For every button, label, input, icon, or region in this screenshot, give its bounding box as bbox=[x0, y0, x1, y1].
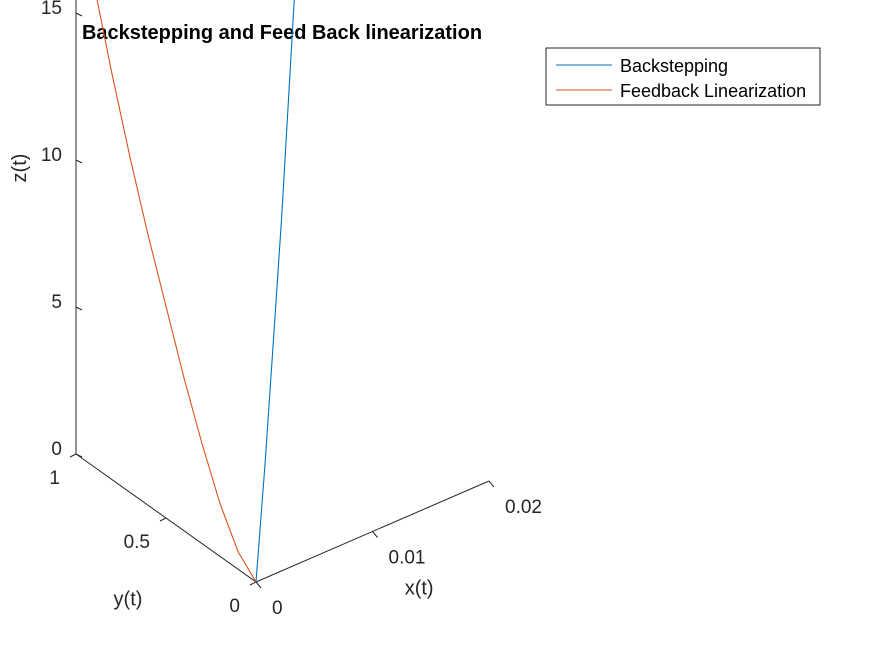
x-tick-label: 0 bbox=[272, 598, 283, 619]
y-axis-label: y(t) bbox=[114, 588, 143, 610]
z-tick-mark bbox=[75, 306, 83, 311]
series-line-feedback-linearization bbox=[96, 0, 257, 583]
z-tick-mark bbox=[75, 159, 83, 164]
z-tick-mark bbox=[75, 453, 83, 458]
legend-label-backstepping: Backstepping bbox=[620, 56, 728, 76]
y-tick-mark bbox=[159, 517, 167, 522]
z-tick-label: 5 bbox=[51, 292, 62, 313]
y-tick-label: 1 bbox=[49, 468, 60, 489]
z-tick-mark bbox=[75, 12, 83, 17]
chart-title: Backstepping and Feed Back linearization bbox=[82, 22, 482, 44]
z-tick-label: 15 bbox=[41, 0, 62, 19]
legend[interactable]: Backstepping Feedback Linearization bbox=[545, 47, 821, 106]
y-tick-mark bbox=[249, 581, 257, 586]
y-tick-mark bbox=[69, 453, 77, 458]
y-tick-label: 0.5 bbox=[124, 532, 150, 553]
x-tick-mark bbox=[255, 581, 262, 589]
x-tick-label: 0.02 bbox=[505, 497, 542, 518]
z-tick-label: 10 bbox=[41, 145, 62, 166]
series-layer bbox=[96, 0, 295, 583]
legend-label-feedback-linearization: Feedback Linearization bbox=[620, 81, 806, 101]
z-tick-label: 0 bbox=[51, 439, 62, 460]
x-tick-mark bbox=[372, 531, 378, 538]
z-axis-label: z(t) bbox=[9, 154, 31, 183]
x-tick-mark bbox=[488, 480, 495, 488]
x-tick-label: 0.01 bbox=[389, 548, 426, 569]
y-tick-label: 0 bbox=[229, 596, 240, 617]
series-line-backstepping bbox=[255, 0, 295, 583]
legend-box bbox=[545, 47, 821, 106]
x-axis-label: x(t) bbox=[405, 577, 434, 599]
